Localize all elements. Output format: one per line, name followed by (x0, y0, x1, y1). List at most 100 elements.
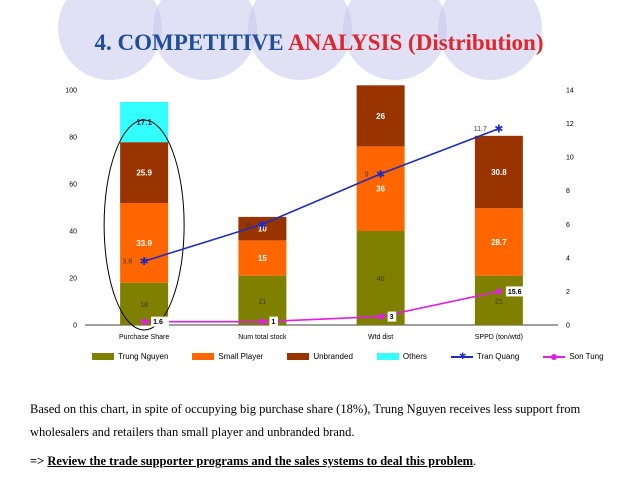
line-tran-quang (143, 127, 500, 262)
line-value-label: 3.8 (122, 259, 132, 266)
bar-segment (356, 146, 405, 231)
y-left-tick-label: 100 (65, 88, 77, 95)
bar-segment (238, 216, 287, 241)
bar-value-label: 30.8 (491, 168, 507, 177)
legend-label-small-player: Small Player (218, 351, 264, 361)
line-value-label: 9 (365, 171, 369, 178)
y-left-tick-label: 40 (69, 229, 77, 236)
bar-segment (238, 275, 287, 325)
y-left-tick-label: 20 (69, 276, 77, 283)
y-right-tick-label: 0 (566, 323, 570, 330)
title-part-red: ANALYSIS (Distribution) (288, 30, 544, 55)
line-value-label-bg (387, 311, 397, 322)
y-left-tick-label: 80 (69, 135, 77, 142)
page-title: 4. COMPETITIVE ANALYSIS (Distribution) (0, 30, 638, 56)
line-son-tung (144, 290, 500, 323)
legend-label-tran-quang: Tran Quang (476, 351, 520, 361)
bar-value-label: 21 (258, 298, 266, 305)
bubble-4 (343, 0, 447, 80)
bar-segment (474, 135, 523, 209)
y-right-tick-label: 14 (566, 88, 574, 95)
y-right-tick-label: 10 (566, 155, 574, 162)
decorative-bubbles (58, 0, 542, 80)
y-left-tick-label: 60 (69, 182, 77, 189)
bar-value-label: 21 (495, 298, 503, 305)
bar-value-label: 15 (258, 254, 267, 263)
line-value-label-bg (269, 316, 278, 327)
marker-tran-quang: ✱ (258, 218, 267, 231)
legend-swatch-small-player (192, 352, 215, 360)
legend-son-tung: Son Tung (543, 349, 604, 363)
bar-value-label: 36 (376, 185, 385, 194)
bar-segment (120, 203, 169, 283)
bar-value-label: 25.9 (136, 169, 152, 178)
chart-legend: Trung Nguyen Small Player Unbranded Othe… (92, 349, 604, 363)
line-value-label: 6 (246, 222, 250, 229)
marker-tran-quang: ✱ (494, 123, 503, 136)
y-right-tick-label: 2 (566, 289, 570, 296)
x-category-label: Purchase Share (119, 334, 169, 341)
line-value-label-bg (151, 316, 169, 327)
distribution-chart: 0 20 40 60 80 100 0 2 4 6 8 10 12 14 Purchase Share Num… (65, 85, 574, 341)
bar-segment (120, 142, 169, 204)
legend-swatch-son-tung (543, 352, 566, 361)
legend-label-trung-nguyen: Trung Nguyen (118, 351, 169, 361)
bar-value-label: 10 (258, 225, 267, 234)
marker-son-tung (495, 288, 502, 295)
y-right-tick-label: 12 (566, 121, 574, 128)
bar-value-label: 18 (140, 302, 148, 309)
line-value-label: 11.7 (474, 126, 487, 133)
line-value-label: 1 (271, 319, 275, 326)
legend-trung-nguyen: Trung Nguyen (92, 349, 168, 363)
legend-others: Others (376, 349, 427, 363)
bar-segment (474, 275, 523, 325)
bar-segment (120, 101, 169, 143)
conclusion-arrow: => (30, 454, 45, 468)
bar-segment (474, 208, 523, 276)
conclusion-line: => Review the trade supporter programs a… (30, 454, 615, 469)
legend-label-son-tung: Son Tung (569, 351, 604, 361)
legend-swatch-trung-nguyen (92, 352, 114, 360)
bubble-3 (248, 0, 352, 80)
marker-son-tung (141, 318, 148, 325)
analysis-paragraph: Based on this chart, in spite of occupyi… (30, 398, 615, 444)
highlight-ellipse (103, 119, 185, 331)
x-category-label: Num total stock (238, 334, 287, 341)
conclusion-period: . (473, 454, 477, 468)
y-left-tick-label: 0 (73, 323, 77, 330)
line-value-label: 3 (390, 314, 394, 321)
bubble-1 (58, 0, 162, 80)
bubble-2 (153, 0, 257, 80)
legend-unbranded: Unbranded (287, 349, 353, 363)
bar-value-label: 33.9 (136, 239, 152, 248)
marker-son-tung (377, 313, 384, 320)
legend-label-unbranded: Unbranded (313, 351, 353, 361)
line-value-label: 1.6 (153, 319, 163, 326)
conclusion-text: Review the trade supporter programs and … (47, 454, 474, 468)
marker-tran-quang: ✱ (376, 168, 385, 181)
marker-son-tung (259, 318, 266, 325)
bar-segment (238, 240, 287, 276)
y-right-tick-label: 4 (566, 255, 570, 262)
legend-swatch-tran-quang: ✱ (450, 351, 473, 361)
title-part-blue: 4. COMPETITIVE (94, 30, 284, 55)
bar-value-label: 28.7 (491, 238, 507, 247)
legend-label-others: Others (402, 351, 427, 361)
x-category-label: SPPD (ton/wtd) (475, 334, 523, 341)
y-right-tick-label: 6 (566, 222, 570, 229)
bar-value-label: 26 (376, 112, 385, 121)
bar-value-label: 17.1 (136, 118, 152, 127)
legend-small-player: Small Player (192, 349, 263, 363)
line-value-label: 15.6 (508, 289, 522, 296)
bubble-5 (438, 0, 542, 80)
bar-segment (356, 85, 405, 147)
legend-swatch-unbranded (287, 352, 310, 360)
line-value-label-bg (505, 286, 529, 297)
x-category-label: Wtd dist (368, 334, 393, 341)
y-right-tick-label: 8 (566, 188, 570, 195)
analysis-text: Based on this chart, in spite of occupyi… (30, 402, 581, 439)
bar-segment (356, 231, 405, 325)
marker-tran-quang: ✱ (140, 255, 149, 268)
legend-tran-quang: ✱ Tran Quang (450, 349, 520, 363)
legend-swatch-others (376, 352, 399, 360)
